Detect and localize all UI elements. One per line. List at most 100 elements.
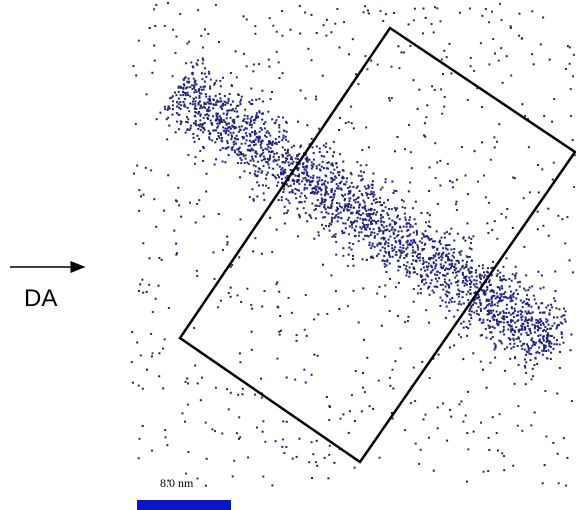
atom: [327, 193, 330, 196]
atom: [242, 155, 245, 158]
atom: [256, 175, 259, 178]
atom: [189, 124, 192, 127]
atom: [171, 104, 174, 107]
atom: [421, 280, 423, 283]
atom: [207, 32, 210, 35]
atom: [234, 137, 236, 140]
atom: [358, 190, 361, 192]
atom: [531, 323, 534, 326]
atom: [250, 123, 253, 126]
atom: [510, 330, 513, 333]
atom: [496, 301, 499, 304]
atom: [569, 88, 572, 91]
atom: [451, 186, 454, 189]
atom: [271, 91, 273, 93]
atom: [509, 325, 512, 328]
atom: [489, 331, 492, 334]
atom: [200, 88, 203, 91]
atom: [200, 92, 203, 95]
atom: [373, 193, 376, 196]
atom: [394, 360, 397, 363]
atom: [525, 371, 528, 374]
atom: [238, 146, 241, 149]
atom: [318, 176, 321, 179]
atom: [241, 393, 244, 396]
atom: [528, 191, 531, 194]
atom: [193, 81, 196, 84]
atom: [243, 128, 246, 131]
atom: [379, 201, 381, 204]
atom: [191, 72, 194, 75]
atom: [516, 281, 519, 284]
atom: [490, 337, 492, 340]
atom: [443, 49, 446, 52]
atom: [472, 430, 475, 433]
atom: [249, 102, 252, 105]
atom: [527, 304, 530, 307]
atom: [320, 211, 323, 214]
atom: [368, 219, 371, 222]
atom: [500, 295, 503, 298]
atom: [316, 354, 319, 357]
atom: [245, 65, 248, 68]
atom: [510, 279, 513, 282]
atom: [177, 86, 180, 89]
atom: [509, 26, 512, 29]
atom: [525, 361, 528, 364]
atom: [448, 263, 451, 266]
atom: [213, 277, 216, 280]
atom: [287, 199, 290, 202]
atom: [496, 449, 499, 452]
atom: [354, 201, 357, 204]
atom: [320, 193, 323, 196]
atom: [251, 131, 253, 134]
atom: [221, 121, 224, 124]
atom: [328, 444, 331, 447]
atom: [226, 147, 229, 150]
atom: [377, 220, 380, 223]
atom: [555, 307, 558, 310]
atom: [424, 235, 427, 238]
atom: [388, 254, 391, 257]
atom: [275, 119, 278, 122]
atom: [343, 208, 346, 211]
atom: [400, 236, 403, 239]
atom: [530, 339, 533, 342]
atom: [514, 356, 516, 359]
atom: [386, 199, 389, 201]
atom: [492, 291, 495, 294]
atom: [491, 336, 494, 338]
atom: [496, 296, 499, 299]
atom: [507, 297, 510, 300]
atom: [405, 225, 408, 228]
atom: [209, 119, 212, 122]
atom: [368, 241, 371, 244]
atom: [253, 144, 255, 147]
atom: [278, 330, 281, 333]
atom: [207, 114, 210, 117]
atom: [424, 242, 427, 245]
atom: [268, 132, 270, 135]
atom: [287, 148, 289, 151]
atom: [514, 321, 516, 324]
atom: [403, 263, 405, 266]
atom: [448, 301, 451, 304]
atom: [353, 193, 356, 196]
atom: [412, 231, 415, 234]
atom: [362, 238, 365, 241]
atom: [498, 321, 501, 324]
atom: [362, 287, 365, 290]
atom: [292, 160, 295, 163]
atom: [379, 196, 382, 199]
atom: [239, 128, 241, 131]
atom: [194, 364, 197, 367]
atom: [396, 136, 399, 138]
atom: [523, 342, 526, 345]
atom: [364, 226, 367, 229]
atom: [310, 164, 313, 167]
atom: [501, 81, 504, 84]
atom: [334, 189, 337, 192]
atom: [263, 123, 265, 125]
atom: [237, 94, 240, 96]
atom: [392, 231, 395, 234]
